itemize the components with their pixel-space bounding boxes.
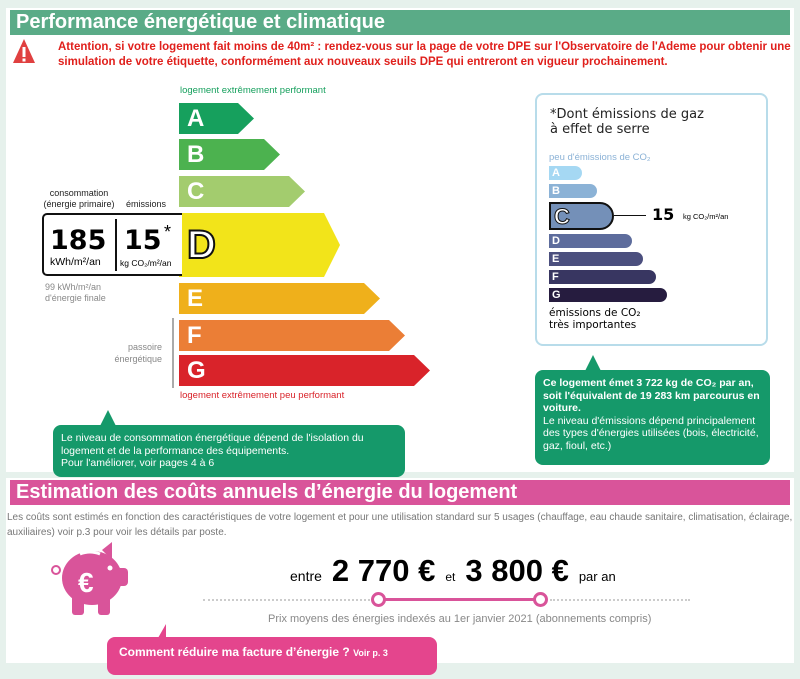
energy-class-c: C <box>179 176 305 207</box>
ghg-callout-text: Le niveau d'émissions dépend principalem… <box>543 414 759 452</box>
energy-class-b: B <box>179 139 280 170</box>
costs-panel <box>6 478 794 663</box>
ghg-class-c: C <box>549 202 614 230</box>
consumption-value: 185 <box>50 225 107 256</box>
ghg-class-e: E <box>549 252 643 266</box>
cta-label: Comment réduire ma facture d’énergie ? <box>119 645 350 659</box>
consumption-unit: kWh/m²/an <box>50 256 101 268</box>
ghg-class-f: F <box>549 270 656 284</box>
cta-link[interactable]: Voir p. 3 <box>353 648 388 658</box>
energy-class-f: F <box>179 320 405 351</box>
section-title-costs: Estimation des coûts annuels d’énergie d… <box>10 480 790 505</box>
ghg-class-a: A <box>549 166 582 180</box>
range-track <box>550 599 690 601</box>
ghg-top-label: peu d'émissions de CO₂ <box>549 152 651 163</box>
ghg-class-g: G <box>549 288 667 302</box>
passoire-label: passoire énergétique <box>114 342 162 364</box>
warning-triangle-icon <box>13 39 35 63</box>
max-cost: 3 800 € <box>465 553 569 588</box>
and-label: et <box>445 570 456 584</box>
range-selected <box>378 598 541 601</box>
energy-bottom-label: logement extrêmement peu performant <box>180 390 345 401</box>
energy-class-e: E <box>179 283 380 314</box>
per-year-label: par an <box>578 569 616 584</box>
range-max-handle <box>533 592 548 607</box>
svg-text:€: € <box>78 567 94 598</box>
min-cost: 2 770 € <box>331 553 436 588</box>
emissions-label: émissions <box>126 199 167 209</box>
energy-top-label: logement extrêmement performant <box>180 85 326 96</box>
ghg-title: *Dont émissions de gaz à effet de serre <box>550 107 704 137</box>
divider <box>115 219 117 271</box>
energy-callout: Le niveau de consommation énergétique dé… <box>53 425 405 477</box>
range-min-handle <box>371 592 386 607</box>
prices-note: Prix moyens des énergies indexés au 1er … <box>268 613 652 625</box>
ghg-box <box>535 93 768 346</box>
ghg-pointer-line <box>614 215 646 216</box>
callout-arrow <box>585 355 601 371</box>
ghg-callout: Ce logement émet 3 722 kg de CO₂ par an,… <box>535 370 770 465</box>
price-row: entre 2 770 € et 3 800 € par an <box>290 553 616 589</box>
callout-arrow <box>158 624 166 638</box>
section-title-performance: Performance énergétique et climatique <box>10 10 790 35</box>
reduce-bill-button[interactable]: Comment réduire ma facture d’énergie ? V… <box>107 637 437 675</box>
range-track <box>203 599 490 601</box>
energy-class-a: A <box>179 103 254 134</box>
costs-description: Les coûts sont estimés en fonction des c… <box>7 512 793 538</box>
callout-arrow <box>100 410 116 426</box>
final-energy: 99 kWh/m²/an d'énergie finale <box>45 282 106 303</box>
emissions-unit: kg CO₂/m²/an <box>120 258 172 268</box>
ghg-value: 15 <box>652 205 675 224</box>
consumption-label: consommation (énergie primaire) <box>43 188 115 209</box>
warning-text: Attention, si votre logement fait moins … <box>58 41 791 68</box>
energy-value-box <box>42 213 182 276</box>
ghg-class-b: B <box>549 184 597 198</box>
emissions-value: 15 <box>124 225 162 256</box>
energy-class-d: D <box>179 213 340 277</box>
energy-class-g: G <box>179 355 430 386</box>
emissions-star: * <box>164 222 172 242</box>
ghg-bottom-label: émissions de CO₂ très importantes <box>549 307 641 331</box>
piggy-bank-euro-icon: € <box>51 542 128 615</box>
ghg-unit: kg CO₂/m²/an <box>683 212 729 221</box>
ghg-class-d: D <box>549 234 632 248</box>
ghg-callout-bold: Ce logement émet 3 722 kg de CO₂ par an,… <box>543 377 760 414</box>
between-label: entre <box>290 568 322 584</box>
passoire-bracket <box>172 318 174 388</box>
